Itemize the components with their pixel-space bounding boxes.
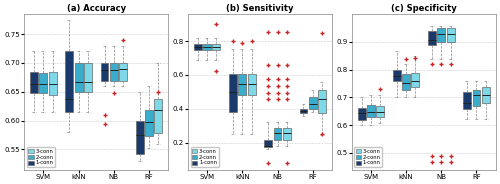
PathPatch shape — [238, 74, 246, 95]
PathPatch shape — [203, 44, 211, 50]
PathPatch shape — [402, 74, 410, 90]
PathPatch shape — [30, 72, 38, 93]
PathPatch shape — [229, 74, 237, 112]
PathPatch shape — [446, 28, 454, 42]
PathPatch shape — [136, 121, 143, 153]
PathPatch shape — [154, 99, 162, 133]
PathPatch shape — [309, 97, 316, 109]
PathPatch shape — [248, 74, 256, 95]
Title: (c) Specificity: (c) Specificity — [391, 4, 456, 13]
PathPatch shape — [428, 31, 436, 45]
PathPatch shape — [40, 73, 48, 93]
PathPatch shape — [472, 90, 480, 106]
Legend: 3-conn, 2-conn, 1-conn: 3-conn, 2-conn, 1-conn — [190, 147, 218, 167]
PathPatch shape — [283, 128, 290, 140]
PathPatch shape — [84, 63, 92, 92]
PathPatch shape — [464, 92, 471, 109]
PathPatch shape — [194, 44, 202, 50]
PathPatch shape — [393, 70, 401, 81]
PathPatch shape — [74, 63, 82, 92]
PathPatch shape — [358, 108, 366, 120]
Title: (b) Sensitivity: (b) Sensitivity — [226, 4, 294, 13]
PathPatch shape — [367, 105, 375, 117]
PathPatch shape — [300, 109, 308, 114]
PathPatch shape — [482, 87, 490, 103]
PathPatch shape — [48, 72, 56, 95]
PathPatch shape — [212, 44, 220, 50]
PathPatch shape — [376, 106, 384, 117]
PathPatch shape — [119, 63, 127, 82]
Legend: 3-conn, 2-conn, 1-conn: 3-conn, 2-conn, 1-conn — [26, 147, 54, 167]
PathPatch shape — [145, 110, 153, 136]
PathPatch shape — [110, 63, 118, 82]
Title: (a) Accuracy: (a) Accuracy — [66, 4, 126, 13]
PathPatch shape — [318, 91, 326, 114]
PathPatch shape — [438, 28, 446, 42]
PathPatch shape — [274, 128, 281, 140]
PathPatch shape — [412, 73, 420, 87]
Legend: 3-conn, 2-conn, 1-conn: 3-conn, 2-conn, 1-conn — [354, 147, 382, 167]
PathPatch shape — [100, 63, 108, 82]
PathPatch shape — [264, 140, 272, 147]
PathPatch shape — [66, 52, 74, 112]
